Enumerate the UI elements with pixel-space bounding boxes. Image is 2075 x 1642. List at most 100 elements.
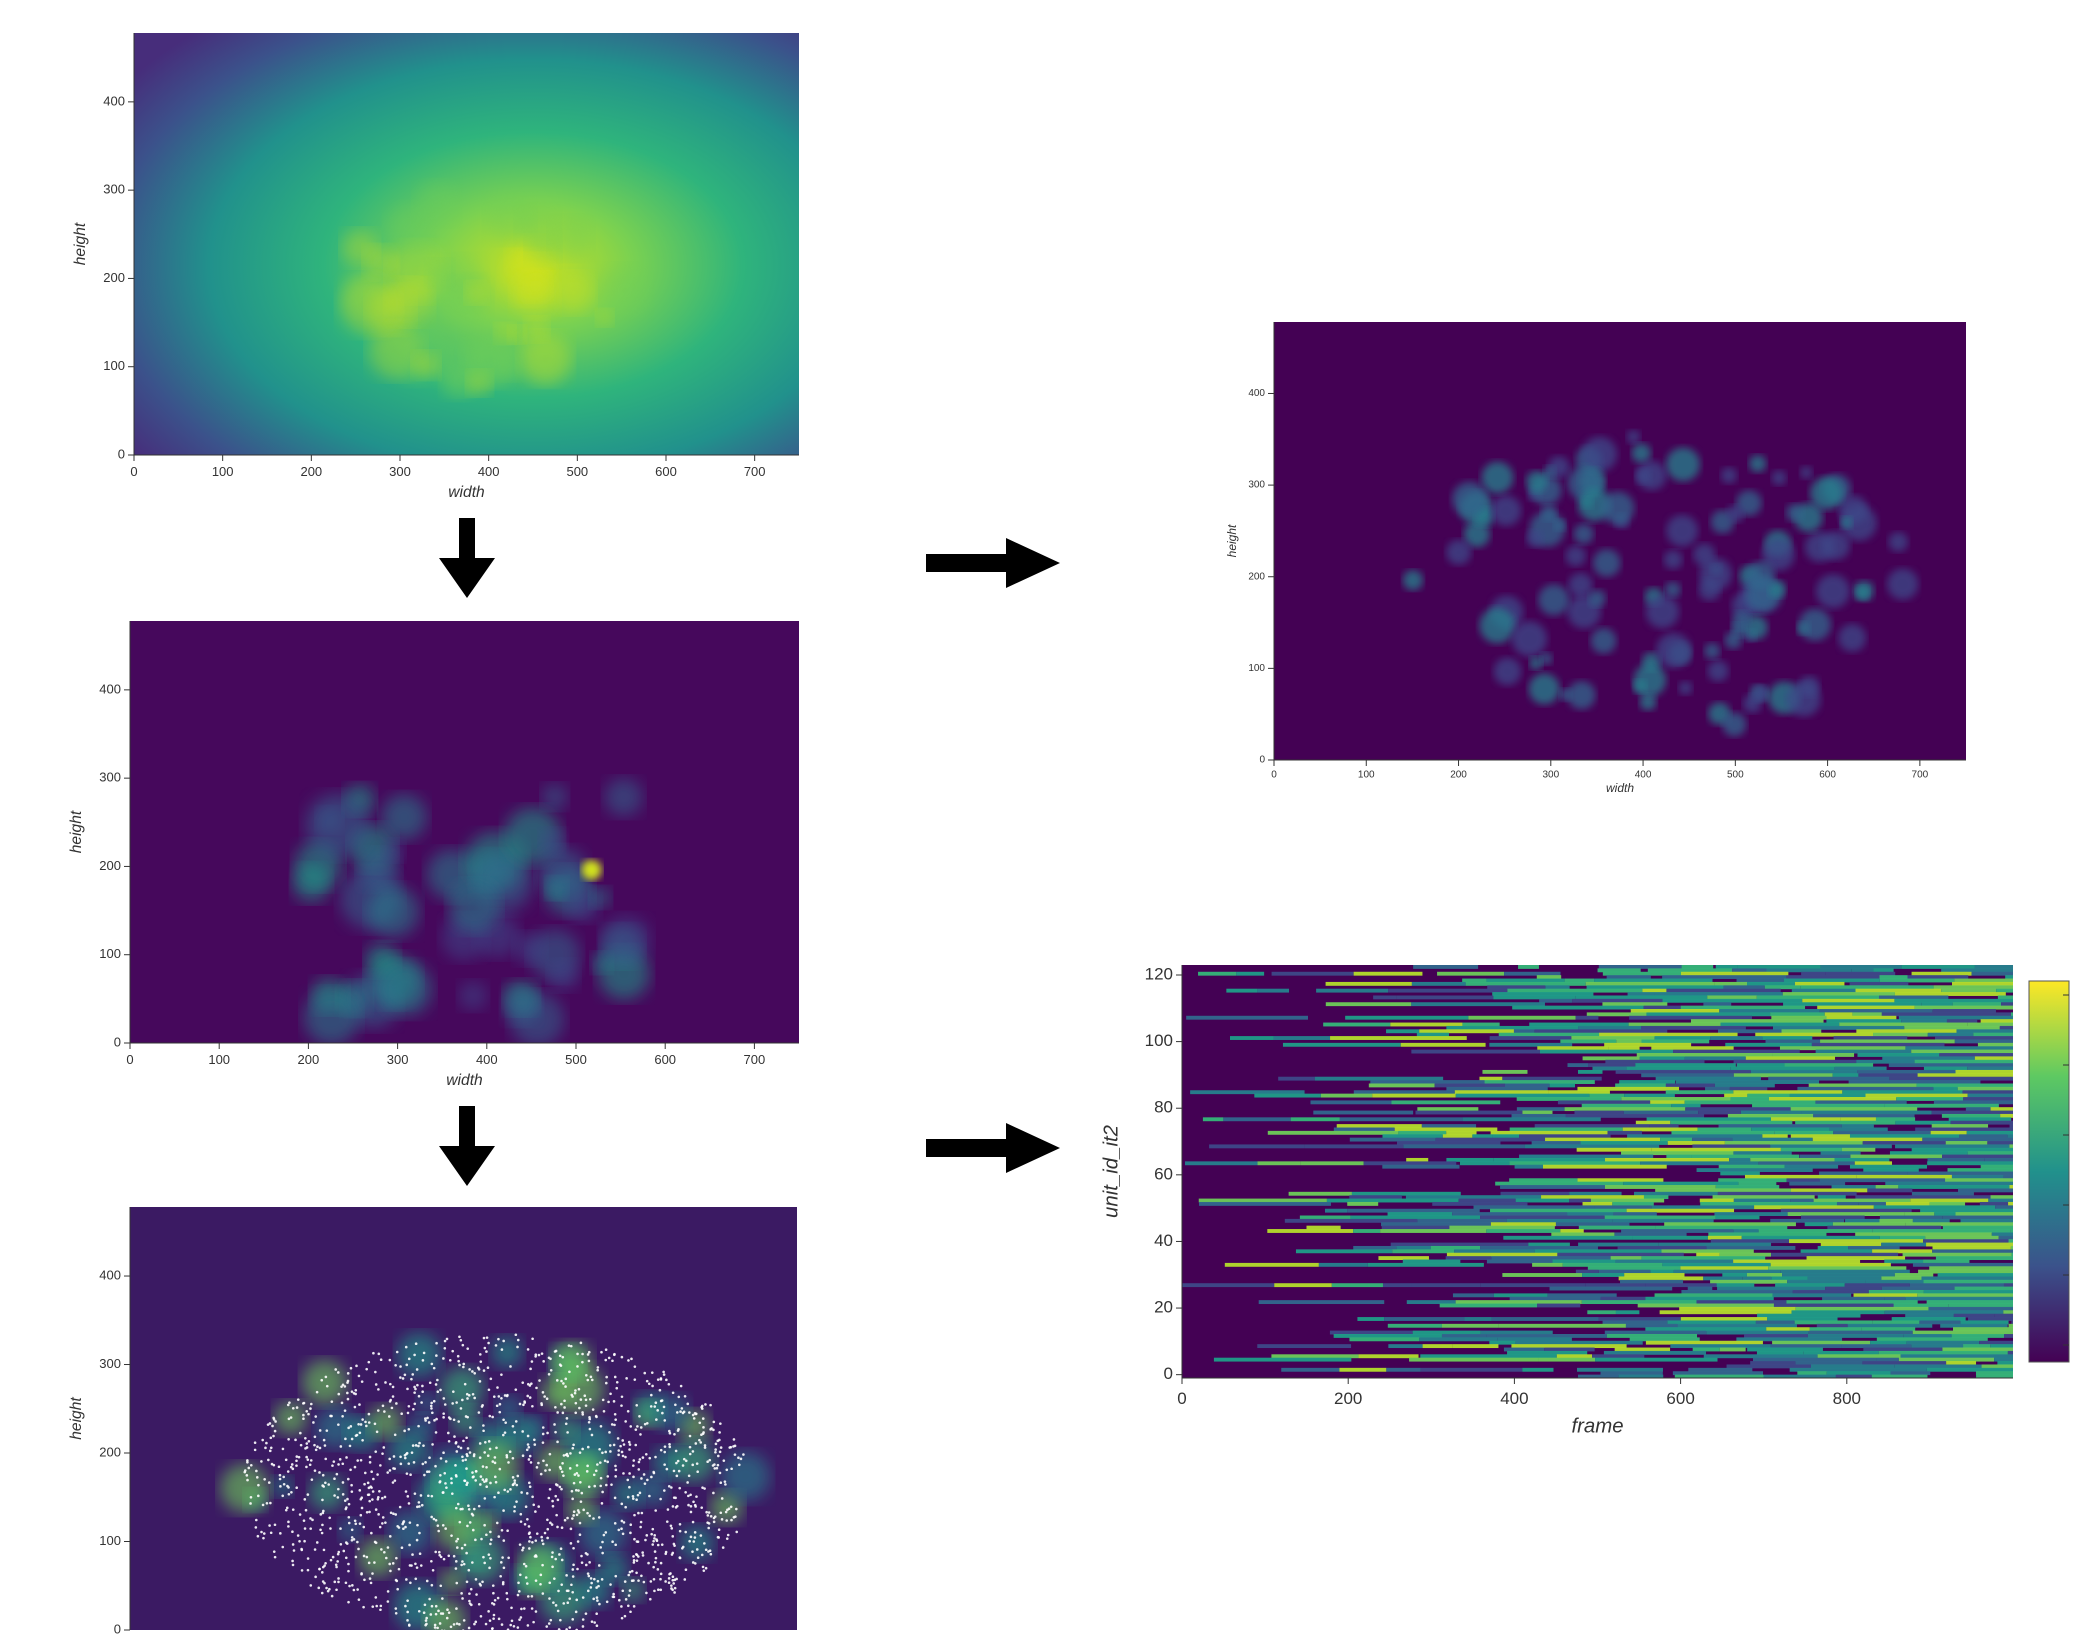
image-dot	[689, 1493, 692, 1496]
image-blob	[451, 1406, 480, 1435]
image-blob	[449, 881, 500, 932]
raster-segment	[1624, 1273, 1684, 1277]
raster-segment	[1756, 1320, 1795, 1324]
image-dot	[367, 1361, 370, 1364]
raster-segment	[1908, 975, 1969, 979]
image-dot	[505, 1592, 508, 1595]
raster-segment	[1388, 1212, 1453, 1216]
image-dot	[481, 1405, 484, 1408]
image-dot	[677, 1460, 680, 1463]
image-dot	[692, 1501, 695, 1504]
image-dot	[595, 1469, 598, 1472]
raster-segment	[2011, 1012, 2013, 1016]
x-tick-label: 400	[1500, 1389, 1528, 1408]
image-dot	[702, 1426, 705, 1429]
x-tick-label: 300	[389, 464, 411, 479]
plot-area	[1274, 322, 1966, 760]
image-blob	[1568, 573, 1592, 597]
image-dot	[387, 1546, 390, 1549]
image-dot	[638, 1415, 641, 1418]
image-dot	[447, 1432, 450, 1435]
image-dot	[507, 1490, 510, 1493]
raster-segment	[1688, 1287, 1713, 1291]
image-blob	[305, 794, 369, 858]
raster-segment	[1557, 1253, 1683, 1257]
image-dot	[435, 1605, 438, 1608]
image-dot	[629, 1610, 632, 1613]
raster-segment	[1934, 1212, 1955, 1216]
image-dot	[393, 1455, 396, 1458]
image-dot	[650, 1533, 653, 1536]
image-blob	[367, 886, 419, 938]
image-dot	[443, 1630, 446, 1633]
image-dot	[593, 1621, 596, 1624]
raster-segment	[1655, 1036, 1711, 1040]
image-dot	[717, 1455, 720, 1458]
image-dot	[430, 1405, 433, 1408]
image-dot	[381, 1522, 384, 1525]
raster-segment	[1793, 1290, 1869, 1294]
image-dot	[620, 1503, 623, 1506]
image-dot	[462, 1459, 465, 1462]
image-dot	[576, 1472, 579, 1475]
image-dot	[708, 1459, 711, 1462]
raster-segment	[1818, 1246, 1848, 1250]
raster-segment	[1719, 1165, 1785, 1169]
image-dot	[533, 1443, 536, 1446]
raster-segment	[1640, 1056, 1685, 1060]
raster-segment	[1771, 1263, 1891, 1267]
image-dot	[725, 1519, 728, 1522]
image-dot	[504, 1394, 507, 1397]
image-dot	[560, 1380, 563, 1383]
raster-segment	[1928, 1307, 2013, 1311]
raster-segment	[1581, 1141, 1668, 1145]
image-dot	[303, 1540, 306, 1543]
raster-segment	[1236, 972, 1264, 976]
image-dot	[613, 1400, 616, 1403]
raster-segment	[1743, 1276, 1772, 1280]
raster-segment	[1757, 1351, 1804, 1355]
image-dot	[450, 1477, 453, 1480]
image-dot	[400, 1412, 403, 1415]
image-dot	[290, 1491, 293, 1494]
image-blob	[1800, 466, 1813, 479]
raster-segment	[1651, 1046, 1733, 1050]
raster-segment	[1955, 1287, 2013, 1291]
raster-segment	[1762, 1134, 1787, 1138]
raster-segment	[1655, 1293, 1773, 1297]
image-dot	[587, 1353, 590, 1356]
image-dot	[685, 1460, 688, 1463]
image-dot	[702, 1417, 705, 1420]
image-dot	[464, 1458, 467, 1461]
image-dot	[576, 1514, 579, 1517]
image-dot	[497, 1535, 500, 1538]
image-dot	[670, 1584, 673, 1587]
raster-segment	[1713, 1195, 1815, 1199]
image-dot	[702, 1432, 705, 1435]
image-dot	[528, 1532, 531, 1535]
image-dot	[368, 1421, 371, 1424]
image-dot	[389, 1399, 392, 1402]
image-dot	[423, 1352, 426, 1355]
image-dot	[532, 1503, 535, 1506]
raster-segment	[1442, 1334, 1487, 1338]
image-dot	[526, 1448, 529, 1451]
image-dot	[501, 1348, 504, 1351]
raster-segment	[1673, 1050, 1800, 1054]
image-dot	[261, 1439, 264, 1442]
image-dot	[557, 1610, 560, 1613]
raster-segment	[1895, 1121, 1950, 1125]
image-dot	[406, 1599, 409, 1602]
raster-segment	[1967, 1023, 2013, 1027]
image-dot	[613, 1424, 616, 1427]
raster-segment	[1841, 1344, 1911, 1348]
image-dot	[485, 1634, 488, 1637]
image-blob	[1635, 468, 1651, 484]
raster-segment	[1928, 1033, 1973, 1037]
raster-segment	[1595, 1205, 1651, 1209]
raster-segment	[1790, 1199, 1814, 1203]
image-dot	[579, 1451, 582, 1454]
raster-segment	[1354, 972, 1423, 976]
raster-segment	[1833, 1073, 1859, 1077]
image-dot	[580, 1342, 583, 1345]
